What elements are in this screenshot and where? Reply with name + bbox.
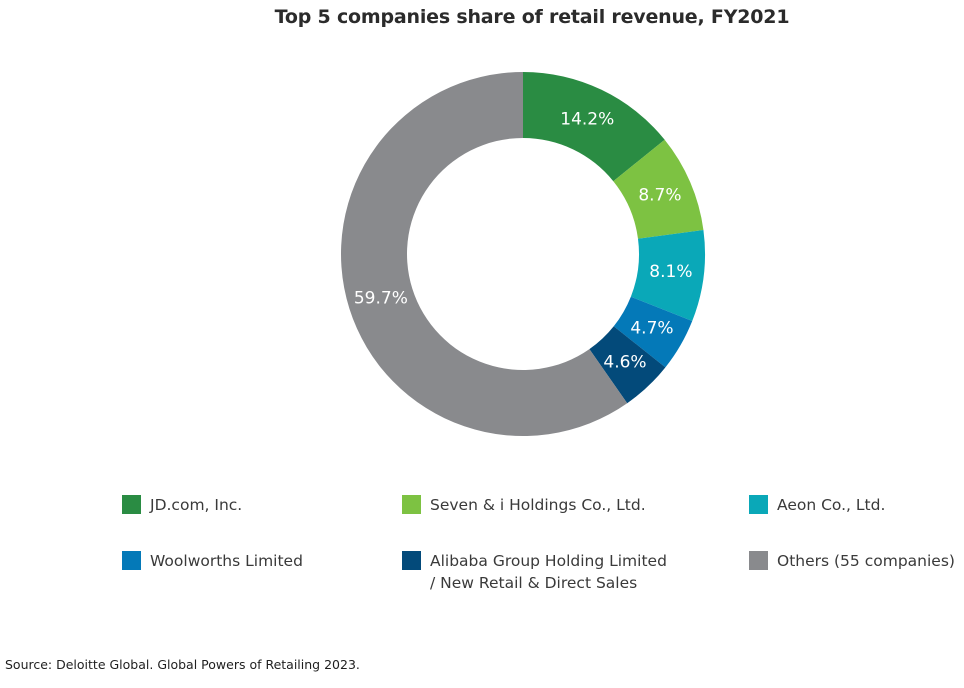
- legend-item-others: Others (55 companies): [749, 550, 955, 572]
- donut-slice-2: [630, 230, 705, 321]
- legend-label: Woolworths Limited: [150, 552, 303, 570]
- source-note: Source: Deloitte Global. Global Powers o…: [5, 657, 360, 672]
- chart-title: Top 5 companies share of retail revenue,…: [274, 6, 790, 28]
- slice-label-4: 4.6%: [603, 353, 646, 373]
- legend-label: Seven & i Holdings Co., Ltd.: [430, 496, 646, 514]
- slice-label-5: 59.7%: [354, 289, 408, 309]
- legend-label: Others (55 companies): [777, 552, 955, 570]
- slice-label-2: 8.1%: [649, 262, 692, 282]
- legend-item-jd: JD.com, Inc.: [122, 494, 242, 516]
- slice-label-3: 4.7%: [630, 319, 673, 339]
- donut-slice-3: [613, 296, 693, 368]
- legend-label: Alibaba Group Holding Limited / New Reta…: [430, 552, 667, 592]
- donut-slice-0: [523, 72, 665, 182]
- legend-swatch: [749, 551, 768, 570]
- legend-label: JD.com, Inc.: [150, 496, 243, 514]
- donut-labels: 14.2% 8.7% 8.1% 4.7% 4.6% 59.7%: [354, 110, 693, 373]
- donut-slices: [341, 72, 705, 436]
- donut-slice-4: [589, 326, 666, 404]
- legend-swatch: [122, 551, 141, 570]
- slice-label-1: 8.7%: [638, 185, 681, 205]
- legend-item-aeon: Aeon Co., Ltd.: [749, 494, 885, 516]
- legend-item-seven-i: Seven & i Holdings Co., Ltd.: [402, 494, 646, 516]
- slice-label-0: 14.2%: [560, 110, 614, 130]
- legend-item-woolworths: Woolworths Limited: [122, 550, 303, 572]
- donut-slice-1: [613, 139, 704, 239]
- donut-chart: 14.2% 8.7% 8.1% 4.7% 4.6% 59.7%: [341, 72, 705, 436]
- legend-label: Aeon Co., Ltd.: [777, 496, 886, 514]
- legend-swatch: [402, 495, 421, 514]
- donut-slice-5: [341, 72, 628, 436]
- legend-swatch: [749, 495, 768, 514]
- legend-swatch: [402, 551, 421, 570]
- legend-item-alibaba: Alibaba Group Holding Limited / New Reta…: [402, 550, 667, 594]
- legend-swatch: [122, 495, 141, 514]
